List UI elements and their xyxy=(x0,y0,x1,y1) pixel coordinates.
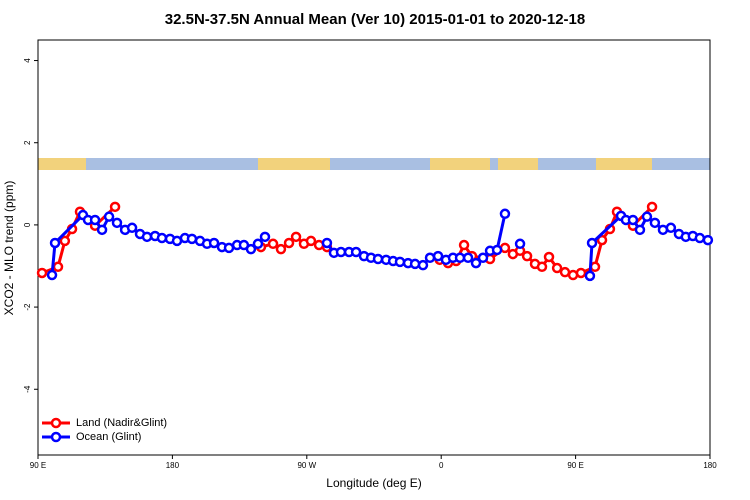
data-point xyxy=(372,253,384,265)
data-point xyxy=(394,256,406,268)
data-point xyxy=(665,222,677,234)
y-axis-label: XCO2 - MLO trend (ppm) xyxy=(2,181,16,316)
data-point xyxy=(514,238,526,250)
y-tick-label: 4 xyxy=(23,58,32,63)
y-tick-label: -2 xyxy=(23,303,32,311)
data-point xyxy=(103,211,115,222)
data-point xyxy=(646,201,658,213)
legend-marker xyxy=(50,417,62,429)
legend-label: Land (Nadir&Glint) xyxy=(76,417,167,429)
data-point xyxy=(417,259,429,271)
x-axis-label: Longitude (deg E) xyxy=(326,476,421,490)
data-point xyxy=(46,269,58,281)
data-point xyxy=(96,224,108,236)
data-point xyxy=(702,234,714,246)
data-point xyxy=(589,261,601,273)
data-point xyxy=(575,267,587,279)
data-point xyxy=(641,211,653,222)
x-tick-label: 90 E xyxy=(30,461,46,470)
data-point xyxy=(186,233,198,245)
data-point xyxy=(491,244,503,256)
data-point xyxy=(49,237,61,249)
x-tick-label: 180 xyxy=(703,461,717,470)
data-point xyxy=(52,261,64,273)
data-point xyxy=(89,214,101,226)
data-point xyxy=(470,257,482,269)
data-point xyxy=(283,237,295,249)
data-point xyxy=(458,239,470,251)
data-point xyxy=(109,201,121,213)
legend-marker xyxy=(50,431,62,443)
data-point xyxy=(321,237,333,249)
data-point xyxy=(290,231,302,243)
data-point xyxy=(350,246,362,258)
data-point xyxy=(335,246,347,258)
x-tick-label: 90 E xyxy=(567,461,583,470)
data-point xyxy=(208,237,220,249)
x-tick-label: 90 W xyxy=(297,461,316,470)
data-point xyxy=(551,262,563,274)
x-tick-label: 0 xyxy=(439,461,444,470)
data-point xyxy=(275,243,287,255)
plot-frame xyxy=(37,39,711,456)
data-point xyxy=(267,238,279,250)
data-point xyxy=(596,234,608,246)
data-point xyxy=(586,237,598,249)
data-point xyxy=(543,251,555,263)
data-point xyxy=(259,231,271,243)
series-line xyxy=(50,212,709,276)
data-point xyxy=(111,217,123,229)
chart-title: 32.5N-37.5N Annual Mean (Ver 10) 2015-01… xyxy=(165,11,585,28)
x-tick-label: 180 xyxy=(166,461,180,470)
data-point xyxy=(432,250,444,262)
data-point xyxy=(627,214,639,226)
data-point xyxy=(584,270,596,282)
data-point xyxy=(462,252,474,264)
data-point xyxy=(141,231,153,243)
data-point xyxy=(59,235,71,247)
data-point xyxy=(409,258,421,270)
data-point xyxy=(559,266,571,278)
data-point xyxy=(126,222,138,234)
y-tick-label: 0 xyxy=(23,222,32,227)
data-point xyxy=(499,208,511,220)
data-point xyxy=(156,232,168,244)
data-point xyxy=(477,252,489,264)
data-point xyxy=(245,243,257,255)
data-point xyxy=(36,267,48,279)
data-point xyxy=(424,252,436,264)
map-strip xyxy=(38,158,710,170)
data-point xyxy=(305,235,317,247)
data-point xyxy=(536,261,548,273)
data-point xyxy=(454,252,466,264)
data-point xyxy=(223,242,235,254)
data-point xyxy=(252,238,264,250)
data-point xyxy=(521,250,533,262)
data-point xyxy=(694,232,706,244)
data-point xyxy=(634,224,646,236)
y-tick-label: 2 xyxy=(23,140,32,145)
data-point xyxy=(649,217,661,229)
legend-label: Ocean (Glint) xyxy=(76,431,141,443)
y-tick-label: -4 xyxy=(23,385,32,393)
